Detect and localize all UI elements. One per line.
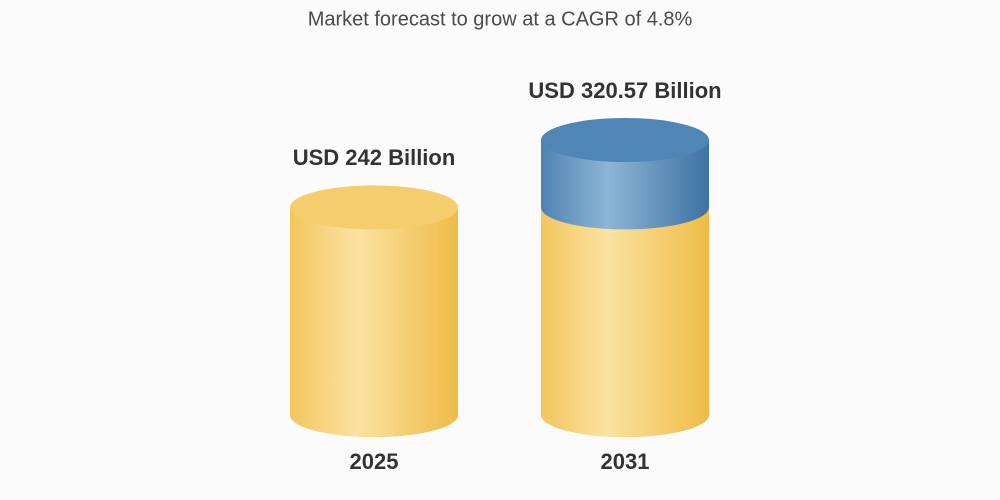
cylinder-top — [290, 185, 458, 230]
value-label: USD 320.57 Billion — [528, 78, 721, 103]
cylinder-top — [541, 118, 709, 162]
cylinder-body — [290, 207, 458, 415]
growth-edge — [541, 185, 709, 230]
cylinder-bottom-face — [541, 393, 709, 437]
cylinder-body — [541, 207, 709, 415]
chart-title: Market forecast to grow at a CAGR of 4.8… — [308, 8, 693, 30]
value-label: USD 242 Billion — [293, 145, 456, 170]
x-tick-label: 2025 — [350, 449, 399, 474]
cylinder-bottom-face — [290, 393, 458, 437]
x-tick-label: 2031 — [601, 449, 650, 474]
